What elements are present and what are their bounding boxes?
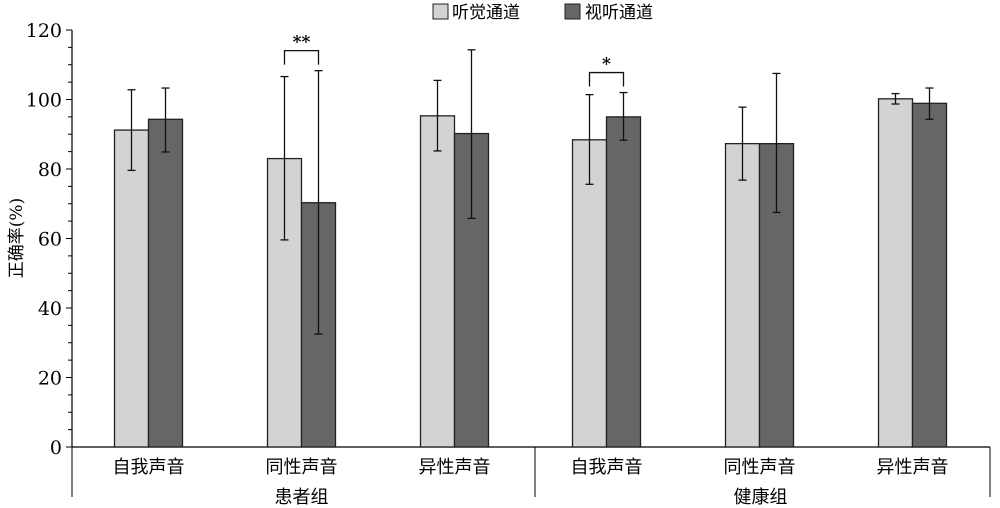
y-tick-label: 60 <box>38 229 62 251</box>
y-tick-label: 100 <box>26 90 62 112</box>
legend-swatch-auditory <box>432 3 449 20</box>
x-category-label: 自我声音 <box>571 457 643 478</box>
significance-marker: ** <box>293 33 311 53</box>
bar-auditory <box>571 139 608 448</box>
y-axis-label: 正确率(%) <box>7 198 27 278</box>
significance-bracket <box>283 50 320 65</box>
significance-bracket <box>588 71 625 87</box>
x-group-label: 健康组 <box>734 487 788 508</box>
y-tick-label: 80 <box>38 159 62 181</box>
y-tick-label: 0 <box>50 437 62 459</box>
x-category-label: 同性声音 <box>266 457 338 478</box>
x-category-label: 异性声音 <box>419 457 491 478</box>
legend-label-auditory: 听觉通道 <box>452 3 520 23</box>
bar-audiovisual <box>147 118 184 448</box>
y-tick-label: 120 <box>26 20 62 42</box>
bar-auditory <box>877 98 914 448</box>
bar-auditory <box>113 129 150 448</box>
x-category-label: 自我声音 <box>113 457 185 478</box>
legend-swatch-audiovisual <box>564 3 581 20</box>
y-tick-label: 20 <box>38 368 62 390</box>
legend-label-audiovisual: 视听通道 <box>585 3 653 23</box>
bar-audiovisual <box>605 116 642 448</box>
legend: 听觉通道 视听通道 <box>432 3 653 23</box>
x-category-label: 同性声音 <box>724 457 796 478</box>
x-group-label: 患者组 <box>275 487 329 508</box>
bar-audiovisual <box>911 102 948 448</box>
significance-marker: * <box>602 55 611 75</box>
y-tick-label: 40 <box>38 298 62 320</box>
bar-auditory <box>419 115 456 448</box>
bar-auditory <box>724 142 761 448</box>
x-category-label: 异性声音 <box>877 457 949 478</box>
